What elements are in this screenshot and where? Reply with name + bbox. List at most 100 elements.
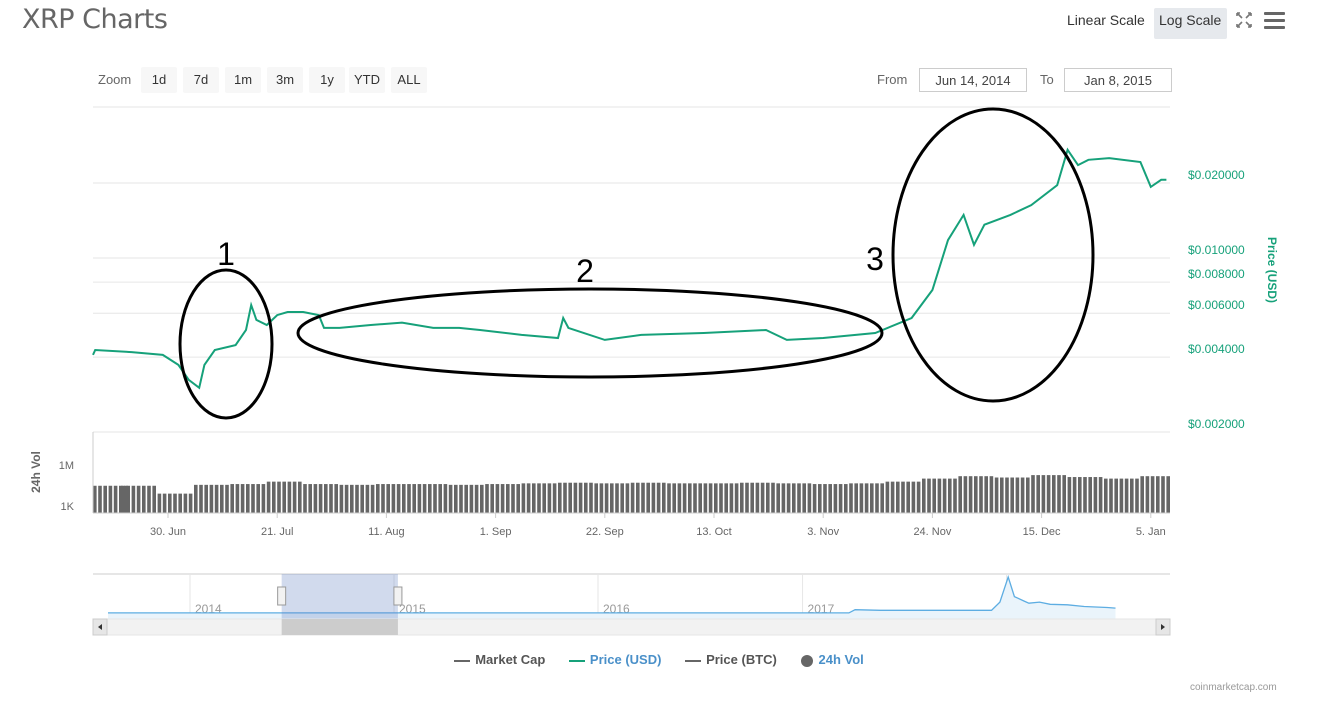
navigator[interactable]: 20142015201620172018 (92, 573, 1171, 636)
volume-bar (781, 483, 786, 513)
volume-bar (1026, 477, 1030, 513)
volume-bar (1000, 477, 1004, 513)
volume-bar (370, 484, 375, 513)
volume-bar (495, 484, 500, 513)
volume-bar (454, 484, 458, 513)
volume-bar (152, 485, 156, 513)
volume-bar (792, 483, 796, 513)
volume-bar (313, 484, 318, 513)
x-tick-label: 11. Aug (368, 526, 405, 538)
volume-bar (209, 484, 214, 513)
volume-bar (870, 483, 874, 513)
volume-bar (381, 484, 385, 513)
zoom-1d-button[interactable]: 1d (141, 67, 177, 93)
volume-bar (136, 485, 141, 513)
volume-bar (500, 484, 505, 513)
volume-bar (620, 483, 624, 513)
navigator-left-handle[interactable] (277, 586, 287, 606)
volume-bar (1062, 475, 1066, 513)
legend-label: Price (USD) (589, 652, 662, 667)
x-tick-label: 15. Dec (1023, 526, 1061, 538)
annotation-label-3: 3 (866, 241, 884, 277)
volume-bars (93, 475, 1170, 513)
annotation-ellipse-1 (178, 268, 274, 420)
hamburger-menu-icon[interactable] (1264, 12, 1285, 30)
volume-bar (625, 483, 630, 513)
volume-bar (818, 484, 822, 513)
volume-bar (490, 484, 494, 513)
volume-bar (610, 483, 614, 513)
zoom-ytd-button[interactable]: YTD (349, 67, 385, 93)
price-tick-label: $0.002000 (1188, 417, 1245, 431)
zoom-7d-button[interactable]: 7d (183, 67, 219, 93)
price-tick-label: $0.004000 (1188, 342, 1245, 356)
volume-bar (261, 484, 266, 513)
volume-bar (407, 484, 411, 513)
volume-bar (703, 483, 708, 513)
legend-market-cap[interactable]: Market Cap (454, 652, 545, 667)
credit-text: coinmarketcap.com (1190, 682, 1277, 693)
legend-price-btc[interactable]: Price (BTC) (685, 652, 777, 667)
price-usd-line (92, 147, 1167, 390)
volume-bar (428, 484, 432, 513)
volume-bar (113, 485, 118, 513)
volume-bar (641, 482, 645, 513)
to-date-input[interactable]: Jan 8, 2015 (1064, 68, 1172, 92)
volume-bar (963, 476, 968, 513)
volume-bar (994, 477, 999, 513)
log-scale-button[interactable]: Log Scale (1154, 8, 1227, 39)
volume-bar (719, 483, 723, 513)
volume-bar (688, 483, 692, 513)
volume-bar (989, 476, 994, 513)
volume-bar (448, 484, 453, 513)
volume-bar (729, 483, 734, 513)
price-axis-labels: $0.020000 $0.010000 $0.008000 $0.006000 $0.0… (1188, 168, 1245, 431)
volume-bar (433, 484, 437, 513)
legend-price-usd[interactable]: Price (USD) (568, 652, 662, 667)
volume-bar (1052, 475, 1056, 513)
zoom-label: Zoom (98, 72, 132, 87)
volume-bar (443, 484, 448, 513)
volume-bar (911, 481, 916, 513)
volume-bar (558, 482, 562, 513)
volume-bar (324, 484, 328, 513)
volume-tick-1m: 1M (59, 460, 74, 472)
legend-24h-vol[interactable]: 24h Vol (800, 652, 864, 667)
volume-bar (594, 483, 598, 513)
scrollbar-thumb[interactable] (281, 619, 398, 635)
volume-bar (376, 484, 380, 513)
x-tick-label: 3. Nov (807, 526, 839, 538)
zoom-all-button[interactable]: ALL (391, 67, 427, 93)
volume-bar (854, 483, 858, 513)
volume-bar (391, 484, 396, 513)
volume-bar (802, 483, 806, 513)
volume-bar (932, 478, 936, 513)
navigator-right-handle[interactable] (393, 586, 403, 606)
volume-bar (776, 483, 780, 513)
navigator-selection[interactable] (281, 574, 398, 620)
zoom-1y-button[interactable]: 1y (309, 67, 345, 93)
volume-bar (526, 483, 531, 513)
from-date-input[interactable]: Jun 14, 2014 (919, 68, 1027, 92)
volume-bar (693, 483, 697, 513)
volume-bar (282, 481, 286, 513)
arrow-left-icon (98, 624, 102, 630)
volume-bar (303, 484, 307, 513)
zoom-3m-button[interactable]: 3m (267, 67, 303, 93)
fullscreen-icon[interactable] (1236, 12, 1252, 28)
linear-scale-button[interactable]: Linear Scale (1067, 12, 1145, 28)
volume-bar (1161, 476, 1165, 513)
volume-bar (329, 484, 333, 513)
navigator-line (108, 574, 1116, 614)
volume-bar (1093, 477, 1098, 513)
scrollbar-track[interactable] (92, 618, 1171, 636)
volume-bar (1057, 475, 1061, 513)
volume-bar (350, 484, 354, 513)
volume-bar (1114, 478, 1118, 513)
annotation-ellipses (178, 107, 1095, 420)
volume-bar (339, 484, 344, 513)
volume-bar (771, 482, 775, 513)
volume-bar (93, 485, 97, 513)
volume-bar (953, 478, 957, 513)
zoom-1m-button[interactable]: 1m (225, 67, 261, 93)
